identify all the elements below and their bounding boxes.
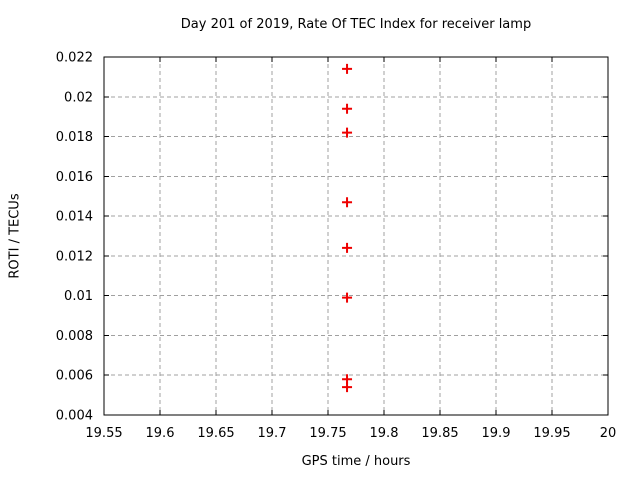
y-tick-label: 0.022 bbox=[56, 51, 93, 66]
x-tick-label: 19.7 bbox=[258, 426, 287, 441]
data-point-marker bbox=[342, 63, 353, 74]
plot-border bbox=[103, 56, 609, 416]
data-point-marker bbox=[342, 103, 353, 114]
data-point-marker bbox=[342, 127, 353, 138]
x-tick-label: 19.95 bbox=[533, 426, 570, 441]
y-tick-label: 0.01 bbox=[64, 289, 93, 304]
x-tick-label: 19.75 bbox=[309, 426, 346, 441]
y-tick-label: 0.012 bbox=[56, 249, 93, 264]
y-tick-label: 0.02 bbox=[64, 90, 93, 105]
data-point-marker bbox=[342, 382, 353, 393]
data-point-marker bbox=[342, 197, 353, 208]
x-axis-label: GPS time / hours bbox=[301, 454, 411, 469]
chart-title: Day 201 of 2019, Rate Of TEC Index for r… bbox=[180, 17, 532, 32]
y-tick-label: 0.018 bbox=[56, 130, 93, 145]
x-tick-label: 20 bbox=[600, 426, 617, 441]
y-tick-label: 0.014 bbox=[56, 210, 93, 225]
data-point-marker bbox=[342, 292, 353, 303]
x-tick-label: 19.9 bbox=[482, 426, 511, 441]
x-tick-label: 19.6 bbox=[146, 426, 175, 441]
y-tick-label: 0.004 bbox=[56, 409, 93, 424]
y-tick-label: 0.016 bbox=[56, 170, 93, 185]
data-point-marker bbox=[342, 242, 353, 253]
y-tick-label: 0.006 bbox=[56, 369, 93, 384]
x-tick-label: 19.65 bbox=[197, 426, 234, 441]
x-tick-label: 19.55 bbox=[85, 426, 122, 441]
y-tick-label: 0.008 bbox=[56, 329, 93, 344]
x-tick-label: 19.8 bbox=[370, 426, 399, 441]
x-tick-label: 19.85 bbox=[421, 426, 458, 441]
